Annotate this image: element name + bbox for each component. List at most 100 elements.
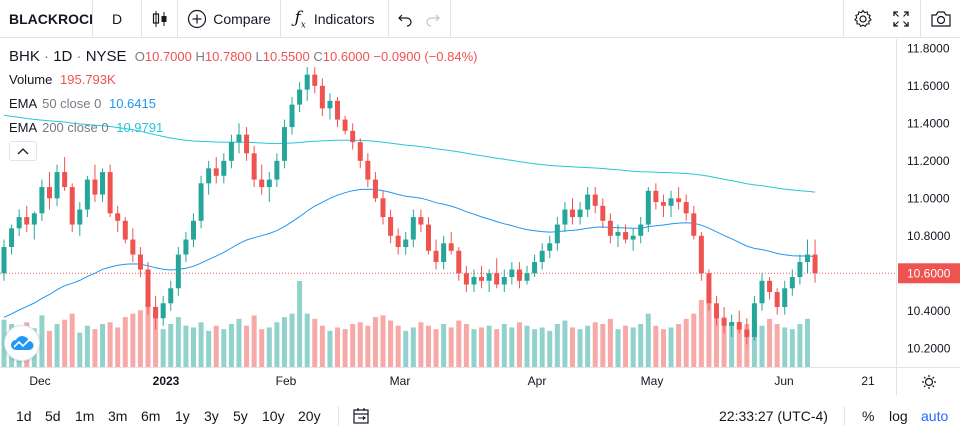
interval-button[interactable]: D <box>93 0 141 38</box>
chart-pane[interactable] <box>0 39 960 367</box>
candle-body <box>615 232 621 236</box>
time-tick-label: Feb <box>276 374 297 388</box>
candle-body <box>600 205 606 221</box>
candle-body <box>509 269 515 278</box>
candle-body <box>539 250 545 263</box>
ema50-legend[interactable]: EMA 50 close 0 10.6415 <box>9 96 156 111</box>
volume-bar <box>570 327 575 367</box>
candle-body <box>1 247 7 274</box>
time-tick-label: Apr <box>528 374 547 388</box>
range-10y-button[interactable]: 10y <box>262 398 285 433</box>
range-label: 6m <box>141 407 161 424</box>
volume-bar <box>554 324 560 367</box>
volume-bar <box>463 324 469 367</box>
ema200-legend[interactable]: EMA 200 close 0 10.9791 <box>9 120 163 135</box>
volume-bar <box>516 322 522 367</box>
volume-bar <box>494 329 500 367</box>
range-3m-button[interactable]: 3m <box>108 398 127 433</box>
fullscreen-button[interactable] <box>882 0 920 38</box>
symbol-search-button[interactable]: BLACKROCI <box>0 0 92 38</box>
legend-low-value: 10.5500 <box>262 49 310 64</box>
auto-scale-toggle[interactable]: auto <box>921 398 948 433</box>
volume-bar <box>630 327 636 367</box>
candle-body <box>236 134 242 143</box>
ema200-line <box>3 114 816 193</box>
range-1d-button[interactable]: 1d <box>16 398 32 433</box>
legend-collapse-button[interactable] <box>9 141 37 161</box>
volume-bar <box>327 330 333 367</box>
range-6m-button[interactable]: 6m <box>141 398 160 433</box>
volume-bar <box>676 324 682 367</box>
main-series-legend[interactable]: BHK · 1D · NYSE O10.7000 H10.7800 L10.55… <box>9 48 478 65</box>
volume-bar <box>92 329 98 367</box>
log-scale-toggle[interactable]: log <box>889 398 908 433</box>
axis-settings-button[interactable] <box>896 368 960 395</box>
volume-bar <box>160 329 166 367</box>
ema50-value: 10.6415 <box>108 96 156 111</box>
volume-bar <box>623 325 629 367</box>
tradingview-logo[interactable] <box>4 325 40 361</box>
range-1m-button[interactable]: 1m <box>75 398 94 433</box>
candle-body <box>441 243 447 263</box>
time-tick-label: Dec <box>29 374 50 388</box>
range-5y-button[interactable]: 5y <box>233 398 248 433</box>
candle-body <box>153 307 159 319</box>
volume-bar <box>297 281 303 367</box>
candle-body <box>213 168 219 176</box>
fullscreen-icon <box>893 11 909 27</box>
volume-bar <box>592 322 598 367</box>
candle-body <box>350 130 356 143</box>
price-tick-label: 11.8000 <box>907 41 950 55</box>
candle-body <box>804 254 810 263</box>
plus-circle-icon <box>188 9 207 29</box>
clock-display[interactable]: 22:33:27 (UTC-4) <box>719 398 828 433</box>
undo-button[interactable] <box>392 0 418 38</box>
settings-button[interactable] <box>844 0 882 38</box>
candle-body <box>395 235 401 248</box>
range-3y-button[interactable]: 3y <box>204 398 219 433</box>
volume-bar <box>115 327 121 367</box>
log-label: log <box>889 407 908 424</box>
candle-body <box>145 269 151 308</box>
last-price-label: 10.6000 <box>907 266 951 280</box>
range-1y-button[interactable]: 1y <box>175 398 190 433</box>
candle-body <box>107 172 113 214</box>
volume-legend[interactable]: Volume 195.793K <box>9 72 116 87</box>
candle-body <box>714 303 720 319</box>
volume-bar <box>479 327 485 367</box>
compare-button[interactable]: Compare <box>178 0 280 38</box>
range-5d-button[interactable]: 5d <box>45 398 61 433</box>
chart-type-button[interactable] <box>142 0 177 38</box>
legend-open-value: 10.7000 <box>144 49 192 64</box>
screenshot-button[interactable] <box>921 0 960 38</box>
price-tick-label: 11.0000 <box>907 191 950 205</box>
volume-bar <box>365 325 371 367</box>
volume-bar <box>615 329 621 367</box>
candle-body <box>130 239 136 255</box>
undo-icon <box>398 14 412 27</box>
range-20y-button[interactable]: 20y <box>298 398 321 433</box>
candle-body <box>281 127 287 161</box>
candle-body <box>206 168 212 184</box>
volume-bar <box>107 322 113 367</box>
time-tick-label: Jun <box>774 374 793 388</box>
redo-button[interactable] <box>420 0 446 38</box>
volume-bar <box>388 320 394 367</box>
candle-body <box>244 134 250 154</box>
candle-body <box>77 209 83 225</box>
candle-body <box>562 209 568 225</box>
ema200-params: 200 close 0 <box>42 120 109 135</box>
percent-scale-toggle[interactable]: % <box>862 398 874 433</box>
candle-body <box>251 153 257 180</box>
time-axis[interactable]: Dec 2023 Feb Mar Apr May Jun 21 <box>0 367 960 395</box>
redo-icon <box>426 14 440 27</box>
calendar-range-icon <box>353 407 369 424</box>
price-axis[interactable]: 11.8000 11.6000 11.4000 11.2000 11.0000 10.80… <box>896 39 960 367</box>
volume-bar <box>62 319 68 367</box>
candle-body <box>668 198 674 206</box>
candle-body <box>335 100 341 120</box>
indicators-button[interactable]: ƒx Indicators <box>281 0 388 38</box>
candle-body <box>39 187 45 214</box>
date-range-button[interactable] <box>352 398 372 433</box>
volume-bar <box>789 329 795 367</box>
